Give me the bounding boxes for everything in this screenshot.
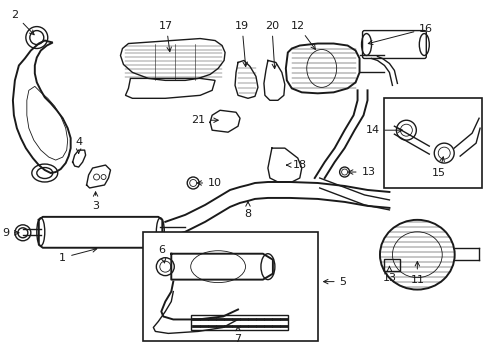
Text: 21: 21: [191, 115, 218, 125]
Text: 6: 6: [158, 245, 165, 263]
Text: 13: 13: [348, 167, 375, 177]
Text: 19: 19: [234, 21, 248, 67]
Bar: [143, 232, 317, 341]
Bar: [384, 259, 400, 271]
Text: 5: 5: [323, 276, 346, 287]
Text: 3: 3: [92, 192, 99, 211]
Text: 4: 4: [75, 137, 82, 153]
Text: 16: 16: [367, 24, 432, 45]
Text: 8: 8: [244, 202, 251, 219]
Text: 14: 14: [365, 125, 402, 135]
Text: 1: 1: [59, 248, 97, 263]
Text: 11: 11: [409, 262, 424, 285]
Text: 20: 20: [264, 21, 278, 68]
Text: 12: 12: [290, 21, 315, 49]
Text: 17: 17: [159, 21, 173, 51]
Text: 13: 13: [382, 266, 396, 283]
Text: 18: 18: [286, 160, 306, 170]
Text: 9: 9: [2, 228, 19, 238]
Text: 2: 2: [11, 10, 34, 35]
Text: 7: 7: [234, 326, 241, 345]
Text: 15: 15: [431, 157, 446, 178]
Bar: [191, 315, 287, 330]
Text: 10: 10: [197, 178, 222, 188]
Bar: [384, 98, 481, 188]
